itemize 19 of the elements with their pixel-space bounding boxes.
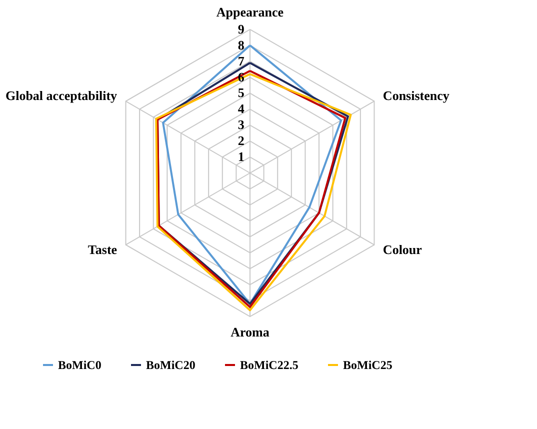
y-tick-label: 2 <box>238 133 244 148</box>
y-tick-label: 1 <box>238 149 244 164</box>
y-tick-label: 4 <box>238 101 245 116</box>
legend-label: BoMiC22.5 <box>240 358 298 372</box>
spoke-label: Global acceptability <box>5 88 118 104</box>
y-tick-label: 9 <box>238 21 245 36</box>
spoke-label: Appearance <box>216 4 284 20</box>
y-tick-label: 3 <box>238 117 245 132</box>
y-tick-label: 7 <box>238 53 245 68</box>
y-tick-label: 6 <box>238 69 245 84</box>
legend-label: BoMiC20 <box>146 358 196 372</box>
legend-label: BoMiC0 <box>58 358 102 372</box>
spoke-label: Taste <box>88 242 118 257</box>
spoke-label: Colour <box>382 242 422 257</box>
spoke-label: Consistency <box>382 88 450 104</box>
y-tick-label: 5 <box>238 85 245 100</box>
y-tick-label: 8 <box>238 37 245 52</box>
spoke-label: Aroma <box>230 324 270 340</box>
legend-label: BoMiC25 <box>343 358 392 372</box>
